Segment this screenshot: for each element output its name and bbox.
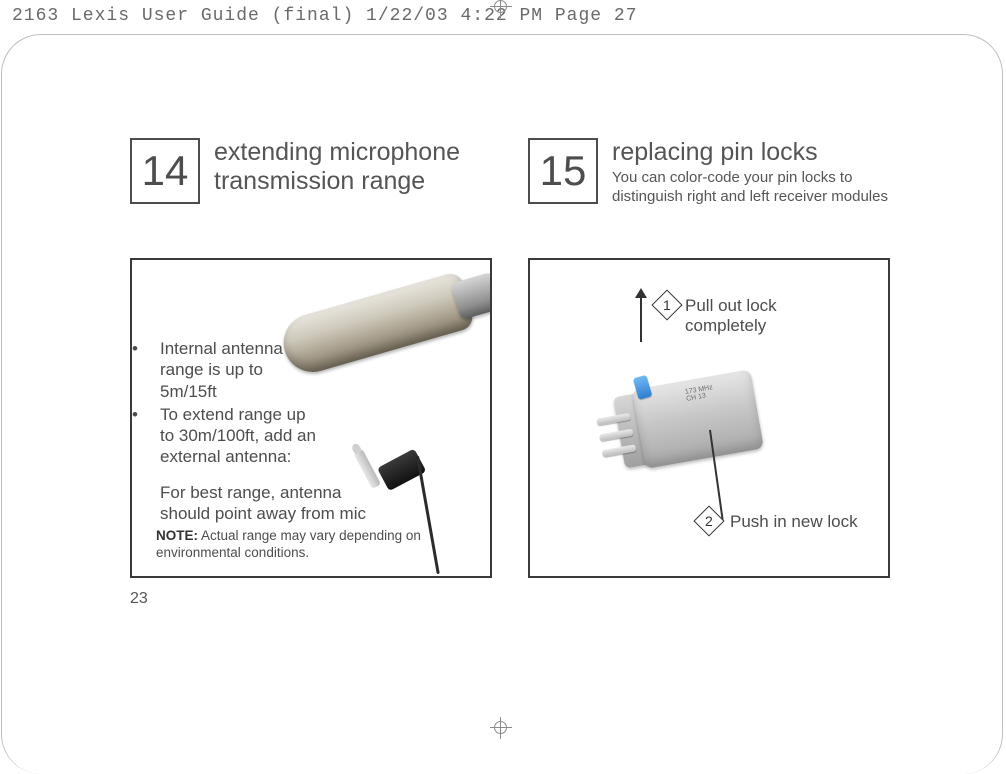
step-number: 1 xyxy=(663,297,671,313)
sub-line: You can color-code your pin locks to xyxy=(612,169,852,186)
step-marker-1: 1 xyxy=(651,289,682,320)
step-2-label: Push in new lock xyxy=(730,512,858,532)
page-content: 14 extending microphone transmission ran… xyxy=(130,138,890,578)
section-14-header: 14 extending microphone transmission ran… xyxy=(130,138,492,208)
bullet-line: 5m/15ft xyxy=(160,382,217,401)
best-range-text: For best range, antenna should point awa… xyxy=(146,482,456,525)
section-number-box: 15 xyxy=(528,138,598,204)
section-subtitle: You can color-code your pin locks to dis… xyxy=(612,169,888,207)
bullet-line: Internal antenna xyxy=(160,339,283,358)
receiver-module-illustration: 173 MHz CH 13 xyxy=(610,358,775,483)
section-14: 14 extending microphone transmission ran… xyxy=(130,138,492,578)
title-line: extending microphone xyxy=(214,138,460,166)
bullet-line: to 30m/100ft, add an xyxy=(160,426,316,445)
step-number: 2 xyxy=(705,513,713,529)
text-line: should point away from mic xyxy=(160,504,366,523)
title-line: transmission range xyxy=(214,167,425,195)
note-label: NOTE: xyxy=(156,528,198,543)
text-line: completely xyxy=(685,316,766,335)
crop-mark-text: 2163 Lexis User Guide (final) 1/22/03 4:… xyxy=(12,6,638,26)
bullet-item: • To extend range up to 30m/100ft, add a… xyxy=(146,404,456,468)
panel-right: 1 Pull out lock completely 173 MHz CH 13 xyxy=(528,258,890,578)
text-line: Pull out lock xyxy=(685,296,777,315)
section-number-box: 14 xyxy=(130,138,200,204)
panel-left-text: • Internal antenna range is up to 5m/15f… xyxy=(146,338,456,524)
bullet-line: To extend range up xyxy=(160,405,306,424)
note-text: NOTE: Actual range may vary depending on… xyxy=(156,528,456,562)
section-15: 15 replacing pin locks You can color-cod… xyxy=(528,138,890,578)
section-title: extending microphone transmission range xyxy=(214,138,460,196)
bullet-line: range is up to xyxy=(160,360,263,379)
step-1-label: Pull out lock completely xyxy=(685,296,777,337)
text-line: For best range, antenna xyxy=(160,483,341,502)
sub-line: distinguish right and left receiver modu… xyxy=(612,188,888,205)
arrow-up-icon xyxy=(635,288,647,342)
bullet-item: • Internal antenna range is up to 5m/15f… xyxy=(146,338,456,402)
page-number: 23 xyxy=(130,590,148,608)
section-15-header: 15 replacing pin locks You can color-cod… xyxy=(528,138,890,208)
registration-mark-top xyxy=(490,0,512,18)
panel-left: • Internal antenna range is up to 5m/15f… xyxy=(130,258,492,578)
bullet-line: external antenna: xyxy=(160,447,291,466)
section-title: replacing pin locks xyxy=(612,138,888,167)
